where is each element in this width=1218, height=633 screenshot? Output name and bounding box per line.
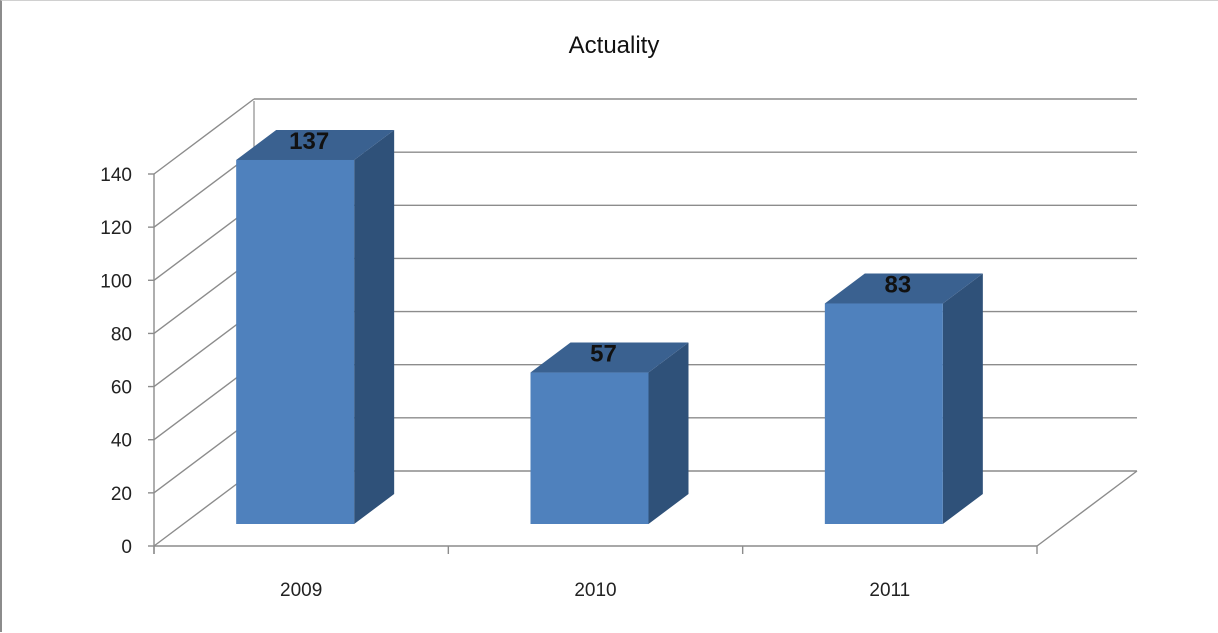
x-tick-label-2009: 2009 <box>280 580 322 601</box>
bar-side-2009 <box>354 129 395 524</box>
y-tick-label-60: 60 <box>111 378 132 399</box>
bar-top-2011 <box>824 273 983 304</box>
bar-side-2010 <box>648 342 689 524</box>
y-tick-label-100: 100 <box>100 271 132 292</box>
bar-layer <box>236 129 983 524</box>
data-label-2010: 57 <box>590 341 617 368</box>
y-tick-label-80: 80 <box>111 324 132 345</box>
label-layer: 137 57 83 <box>289 128 911 368</box>
bar-front-2010 <box>530 372 649 524</box>
x-tick-label-2010: 2010 <box>574 580 616 601</box>
data-label-2011: 83 <box>884 271 911 298</box>
bar-2009 <box>236 129 395 524</box>
bar-front-2009 <box>236 159 355 524</box>
bar-2010 <box>530 342 689 524</box>
y-tick-label-140: 140 <box>100 165 132 186</box>
bar-side-2011 <box>942 273 983 524</box>
bar-front-2011 <box>824 303 943 524</box>
y-tick-label-0: 0 <box>121 537 132 558</box>
chart-title: Actuality <box>569 32 660 59</box>
x-tick-label-2011: 2011 <box>869 580 910 601</box>
floor-right-edge <box>1036 470 1138 547</box>
bar-top-2009 <box>236 129 395 160</box>
bar-2011 <box>824 273 983 524</box>
y-tick-label-120: 120 <box>100 218 132 239</box>
data-label-2009: 137 <box>289 128 329 155</box>
grid-layer <box>153 98 1138 547</box>
y-tick-label-20: 20 <box>111 484 132 505</box>
gridline-side-140 <box>153 98 255 175</box>
y-tick-label-40: 40 <box>111 431 132 452</box>
axis-layer: 0 20 40 60 80 100 120 140 2009 2010 2011 <box>100 165 1038 601</box>
bar-top-2010 <box>530 342 689 373</box>
